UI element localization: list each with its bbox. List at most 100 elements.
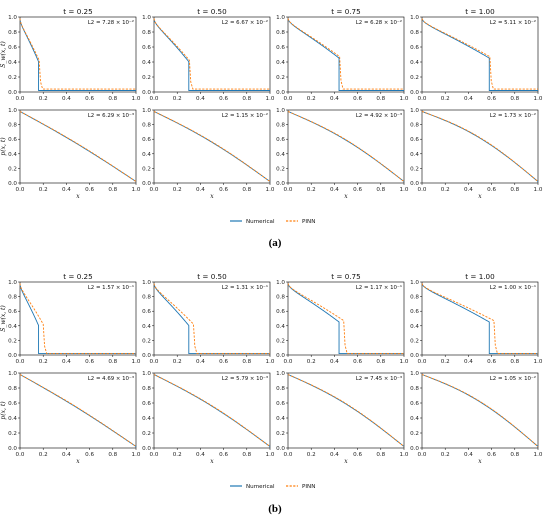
x-axis-label: x <box>478 458 482 465</box>
x-tick-label: 0.2 <box>173 452 182 458</box>
y-tick-label: 0.2 <box>276 75 285 81</box>
x-tick-label: 1.0 <box>266 187 275 193</box>
y-tick-label: 0.0 <box>276 446 285 452</box>
x-tick-label: 0.4 <box>464 187 473 193</box>
y-tick-label: 0.4 <box>276 60 285 66</box>
y-tick-label: 0.2 <box>8 75 17 81</box>
y-axis-label: p(x, t) <box>0 137 7 156</box>
x-tick-label: 0.0 <box>418 452 427 458</box>
x-axis-label: x <box>76 458 80 465</box>
x-tick-label: 0.8 <box>376 452 385 458</box>
numerical-series <box>421 111 539 182</box>
y-tick-label: 0.6 <box>8 309 17 315</box>
numerical-series <box>287 18 404 91</box>
saturation-subplot: t = 0.75 0.0 0.2 0.4 0.6 0.8 1.0 0.0 0.2 0.4 0.6 0.… <box>276 272 409 365</box>
l2-error-label: L2 = 6.28 × 10⁻² <box>356 19 402 26</box>
x-tick-label: 0.4 <box>62 187 71 193</box>
saturation-subplot: t = 1.00 0.0 0.2 0.4 0.6 0.8 1.0 0.0 0.2 0.4 0.6 0.… <box>410 7 543 102</box>
x-tick-label: 0.0 <box>284 187 293 193</box>
y-axis-label: S_w(x, t) <box>0 305 7 332</box>
numerical-series <box>19 374 137 447</box>
y-tick-label: 0.0 <box>8 90 17 96</box>
y-tick-label: 0.2 <box>410 166 419 172</box>
pinn-series <box>287 374 405 447</box>
x-tick-label: 0.4 <box>196 187 205 193</box>
y-tick-label: 0.8 <box>8 295 17 301</box>
x-tick-label: 0.6 <box>85 96 94 102</box>
y-tick-label: 0.2 <box>410 431 419 437</box>
x-tick-label: 1.0 <box>534 452 543 458</box>
subplot-title: t = 0.25 <box>63 272 92 281</box>
subplot-title: t = 0.75 <box>331 272 360 281</box>
l2-error-label: L2 = 1.57 × 10⁻¹ <box>88 284 134 291</box>
numerical-series <box>421 18 538 91</box>
y-tick-label: 0.0 <box>276 181 285 187</box>
y-tick-label: 0.4 <box>142 324 151 330</box>
axes-frame <box>19 281 137 356</box>
x-tick-label: 0.8 <box>108 187 117 193</box>
pinn-series <box>153 283 270 354</box>
x-tick-label: 0.6 <box>85 359 94 365</box>
y-tick-label: 0.8 <box>8 123 17 129</box>
numerical-series <box>153 18 270 91</box>
x-tick-label: 0.0 <box>284 96 293 102</box>
x-tick-label: 0.2 <box>173 96 182 102</box>
y-tick-label: 0.2 <box>410 338 419 344</box>
pinn-series <box>287 111 405 182</box>
x-tick-label: 0.6 <box>487 187 496 193</box>
x-tick-label: 0.6 <box>353 359 362 365</box>
axes-frame <box>421 109 539 184</box>
x-tick-label: 0.8 <box>242 359 251 365</box>
subplot-title: t = 0.50 <box>197 272 227 281</box>
l2-error-label: L2 = 1.73 × 10⁻² <box>490 112 536 119</box>
x-tick-label: 1.0 <box>266 359 275 365</box>
saturation-subplot: t = 0.25 0.0 0.2 0.4 0.6 0.8 1.0 0.0 0.2 0.4 0.6 0.… <box>0 7 141 102</box>
x-tick-label: 0.0 <box>418 359 427 365</box>
y-tick-label: 0.8 <box>142 295 151 301</box>
x-tick-label: 0.2 <box>441 96 450 102</box>
numerical-series <box>153 111 271 182</box>
x-tick-label: 0.8 <box>510 96 519 102</box>
pinn-series <box>19 111 137 182</box>
y-tick-label: 0.8 <box>410 123 419 129</box>
x-tick-label: 0.6 <box>353 452 362 458</box>
y-tick-label: 0.0 <box>410 181 419 187</box>
x-tick-label: 0.6 <box>219 187 228 193</box>
y-tick-label: 0.8 <box>142 30 151 36</box>
y-tick-label: 0.4 <box>410 416 419 422</box>
x-tick-label: 0.6 <box>353 96 362 102</box>
y-tick-label: 1.0 <box>410 15 419 21</box>
l2-error-label: L2 = 6.29 × 10⁻³ <box>88 112 134 119</box>
y-tick-label: 0.6 <box>8 45 17 51</box>
x-tick-label: 1.0 <box>534 359 543 365</box>
y-tick-label: 0.4 <box>410 324 419 330</box>
y-tick-label: 1.0 <box>142 15 151 21</box>
pinn-series <box>421 18 538 90</box>
y-tick-label: 1.0 <box>142 371 151 377</box>
y-tick-label: 0.0 <box>8 181 17 187</box>
x-tick-label: 0.8 <box>108 96 117 102</box>
y-tick-label: 0.2 <box>276 166 285 172</box>
y-tick-label: 0.0 <box>8 446 17 452</box>
l2-error-label: L2 = 1.00 × 10⁻¹ <box>490 284 536 291</box>
y-tick-label: 0.6 <box>410 45 419 51</box>
x-tick-label: 0.4 <box>330 187 339 193</box>
y-tick-label: 0.0 <box>142 446 151 452</box>
x-tick-label: 0.8 <box>376 96 385 102</box>
x-tick-label: 0.0 <box>284 359 293 365</box>
y-tick-label: 1.0 <box>410 108 419 114</box>
x-tick-label: 1.0 <box>266 452 275 458</box>
axes-frame <box>19 372 137 449</box>
y-tick-label: 0.4 <box>276 152 285 158</box>
caption-a: (a) <box>269 237 282 249</box>
numerical-series <box>153 283 270 354</box>
l2-error-label: L2 = 6.67 × 10⁻² <box>222 19 268 26</box>
saturation-subplot: t = 0.75 0.0 0.2 0.4 0.6 0.8 1.0 0.0 0.2 0.4 0.6 0.… <box>276 7 409 102</box>
x-tick-label: 0.8 <box>242 452 251 458</box>
y-tick-label: 1.0 <box>410 280 419 286</box>
y-tick-label: 0.4 <box>410 60 419 66</box>
x-tick-label: 0.2 <box>307 187 316 193</box>
x-tick-label: 0.0 <box>16 359 25 365</box>
x-tick-label: 0.0 <box>418 187 427 193</box>
